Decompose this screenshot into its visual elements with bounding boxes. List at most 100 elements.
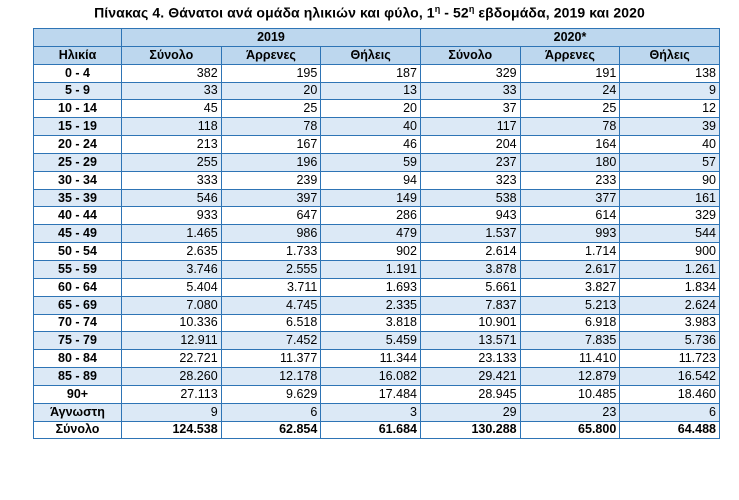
cell-age-group: 0 - 4 <box>33 63 122 83</box>
header-row-columns: Ηλικία Σύνολο Άρρενες Θήλεις Σύνολο Άρρε… <box>33 45 720 65</box>
cell-female-2019: 5.459 <box>320 331 421 351</box>
table-row: 55 - 59 3.746 2.555 1.191 3.878 2.617 1.261 <box>33 259 720 279</box>
cell-male-2019: 3.711 <box>220 277 322 297</box>
cell-female-2020: 11.723 <box>619 349 720 369</box>
table-body: 0 - 4 382 195 187 329 191 138 5 - 9 33 20 13 33 24 9 1… <box>33 63 720 440</box>
cell-total-2019: 2.635 <box>121 242 222 261</box>
cell-male-2020: 6.918 <box>519 313 621 333</box>
table-row: 40 - 44 933 647 286 943 614 329 <box>33 206 720 226</box>
cell-age-group: 35 - 39 <box>33 188 122 208</box>
cell-age-group: 20 - 24 <box>33 135 122 154</box>
cell-male-2020: 10.485 <box>519 384 621 404</box>
cell-female-2020: 64.488 <box>619 420 720 440</box>
cell-female-2020: 161 <box>619 188 720 208</box>
cell-total-2020: 130.288 <box>419 420 521 440</box>
cell-female-2020: 57 <box>619 152 720 172</box>
cell-age-group: 80 - 84 <box>33 349 122 369</box>
cell-male-2020: 78 <box>519 117 621 137</box>
cell-total-2019: 12.911 <box>121 331 222 351</box>
cell-total-2019: 213 <box>121 135 222 154</box>
cell-female-2019: 46 <box>320 135 421 154</box>
header-year-2019: 2019 <box>121 28 421 47</box>
cell-total-2020: 237 <box>419 152 521 172</box>
cell-female-2020: 2.624 <box>619 295 720 315</box>
cell-age-group: 50 - 54 <box>33 242 122 261</box>
cell-age-group: 90+ <box>33 384 122 404</box>
cell-female-2019: 2.335 <box>320 295 421 315</box>
cell-total-2019: 546 <box>121 188 222 208</box>
cell-female-2020: 5.736 <box>619 331 720 351</box>
table-row: 10 - 14 45 25 20 37 25 12 <box>33 99 720 119</box>
cell-female-2020: 9 <box>619 81 720 101</box>
cell-total-2020: 204 <box>419 135 521 154</box>
table-row: 60 - 64 5.404 3.711 1.693 5.661 3.827 1.834 <box>33 277 720 297</box>
table-row: 75 - 79 12.911 7.452 5.459 13.571 7.835 5.736 <box>33 331 720 351</box>
cell-male-2020: 12.879 <box>519 367 621 386</box>
cell-age-group: 70 - 74 <box>33 313 122 333</box>
cell-male-2019: 62.854 <box>220 420 322 440</box>
cell-male-2019: 6.518 <box>220 313 322 333</box>
table-row: 65 - 69 7.080 4.745 2.335 7.837 5.213 2.624 <box>33 295 720 315</box>
cell-female-2020: 3.983 <box>619 313 720 333</box>
cell-total-2020: 2.614 <box>419 242 521 261</box>
cell-total-2020: 37 <box>419 99 521 119</box>
table-row: Άγνωστη 9 6 3 29 23 6 <box>33 402 720 422</box>
header-corner <box>33 28 122 47</box>
cell-total-2020: 117 <box>419 117 521 137</box>
cell-female-2020: 18.460 <box>619 384 720 404</box>
title-text: εβδομάδα, 2019 και 2020 <box>474 4 645 21</box>
cell-male-2020: 23 <box>519 402 621 422</box>
table-row: Σύνολο 124.538 62.854 61.684 130.288 65.800 64… <box>33 420 720 440</box>
table-header: 2019 2020* Ηλικία Σύνολο Άρρενες Θήλεις … <box>33 28 721 65</box>
cell-male-2019: 11.377 <box>220 349 322 369</box>
cell-male-2019: 986 <box>220 224 322 244</box>
table-row: 90+ 27.113 9.629 17.484 28.945 10.485 18.460 <box>33 384 720 404</box>
cell-age-group: 15 - 19 <box>33 117 122 137</box>
cell-male-2020: 164 <box>519 135 621 154</box>
cell-male-2019: 9.629 <box>220 384 322 404</box>
cell-male-2020: 24 <box>519 81 621 101</box>
cell-total-2020: 3.878 <box>419 259 521 279</box>
header-year-2020: 2020* <box>419 28 721 47</box>
table-row: 20 - 24 213 167 46 204 164 40 <box>33 135 720 154</box>
cell-total-2019: 33 <box>121 81 222 101</box>
cell-total-2019: 933 <box>121 206 222 226</box>
cell-total-2020: 329 <box>419 63 521 83</box>
cell-female-2020: 544 <box>619 224 720 244</box>
cell-total-2019: 5.404 <box>121 277 222 297</box>
cell-total-2019: 382 <box>121 63 222 83</box>
cell-total-2019: 1.465 <box>121 224 222 244</box>
cell-total-2019: 9 <box>121 402 222 422</box>
header-total-2020: Σύνολο <box>419 45 521 65</box>
cell-age-group: 55 - 59 <box>33 259 122 279</box>
cell-male-2019: 195 <box>220 63 322 83</box>
cell-female-2019: 13 <box>320 81 421 101</box>
cell-total-2019: 27.113 <box>121 384 222 404</box>
cell-male-2019: 6 <box>220 402 322 422</box>
table-row: 70 - 74 10.336 6.518 3.818 10.901 6.918 3.983 <box>33 313 720 333</box>
cell-female-2019: 3.818 <box>320 313 421 333</box>
cell-age-group: Άγνωστη <box>33 402 122 422</box>
deaths-table: 2019 2020* Ηλικία Σύνολο Άρρενες Θήλεις … <box>33 28 721 440</box>
cell-age-group: 5 - 9 <box>33 81 122 101</box>
cell-female-2019: 17.484 <box>320 384 421 404</box>
cell-male-2020: 1.714 <box>519 242 621 261</box>
cell-female-2019: 1.191 <box>320 259 421 279</box>
cell-total-2020: 29.421 <box>419 367 521 386</box>
cell-female-2020: 12 <box>619 99 720 119</box>
cell-male-2019: 2.555 <box>220 259 322 279</box>
table-row: 0 - 4 382 195 187 329 191 138 <box>33 63 720 83</box>
cell-total-2019: 333 <box>121 170 222 190</box>
title-text: - 52 <box>440 4 469 21</box>
cell-male-2020: 2.617 <box>519 259 621 279</box>
cell-male-2019: 196 <box>220 152 322 172</box>
cell-female-2020: 900 <box>619 242 720 261</box>
header-total-2019: Σύνολο <box>121 45 222 65</box>
header-male-2019: Άρρενες <box>220 45 322 65</box>
header-row-years: 2019 2020* <box>33 28 721 47</box>
cell-female-2019: 187 <box>320 63 421 83</box>
cell-male-2020: 5.213 <box>519 295 621 315</box>
table-row: 50 - 54 2.635 1.733 902 2.614 1.714 900 <box>33 242 720 261</box>
cell-female-2019: 20 <box>320 99 421 119</box>
cell-total-2019: 3.746 <box>121 259 222 279</box>
